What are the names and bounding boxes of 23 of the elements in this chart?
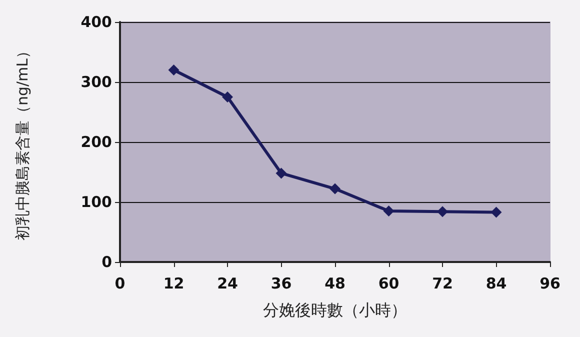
x-tick-label: 72 bbox=[432, 274, 453, 292]
point bbox=[330, 183, 340, 194]
point bbox=[222, 92, 233, 102]
x-tick-label: 36 bbox=[270, 274, 292, 292]
y-tick-label: 300 bbox=[80, 73, 112, 91]
x-axis-title: 分娩後時數（小時） bbox=[263, 300, 407, 320]
x-tick-label: 12 bbox=[163, 274, 184, 292]
x-tick-label: 84 bbox=[486, 274, 507, 292]
x-tick-label: 96 bbox=[540, 274, 560, 292]
y-tick-label: 200 bbox=[80, 133, 112, 151]
x-tick-label: 60 bbox=[378, 274, 400, 292]
x-tick-label: 48 bbox=[324, 274, 346, 292]
point bbox=[437, 206, 448, 218]
x-tick-label: 24 bbox=[217, 274, 238, 292]
y-tick-label: 100 bbox=[80, 193, 112, 211]
x-tick-label: 0 bbox=[114, 274, 126, 292]
point bbox=[276, 168, 287, 179]
point bbox=[383, 206, 394, 216]
y-tick-label: 400 bbox=[80, 13, 112, 31]
y-axis-title: 初乳中胰島素含量（ng/mL） bbox=[14, 43, 32, 241]
point bbox=[168, 64, 180, 76]
point bbox=[490, 206, 502, 218]
y-tick-label: 0 bbox=[102, 253, 112, 271]
